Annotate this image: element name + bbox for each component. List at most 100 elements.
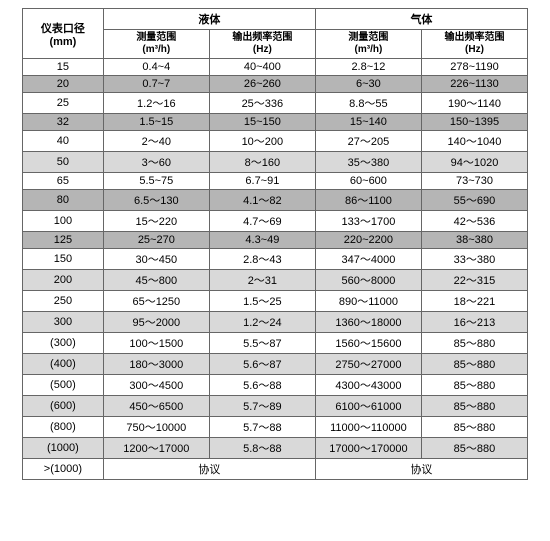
cell-liquid-freq: 4.1～82 [209,190,315,211]
cell-gas-meas: 11000～110000 [315,417,421,438]
header-meas-label: 测量范围 [136,32,176,43]
cell-liquid-meas: 3～60 [103,152,209,173]
footer-gas-note: 协议 [315,459,527,480]
footer-row: >(1000) 协议 协议 [23,459,528,480]
table-row: 10015～2204.7～69133～170042～536 [23,211,528,232]
cell-diameter: 15 [23,59,104,76]
cell-diameter: 100 [23,211,104,232]
cell-liquid-freq: 10～200 [209,131,315,152]
header-liquid-meas: 测量范围 (m³/h) [103,30,209,59]
cell-gas-meas: 6100～61000 [315,396,421,417]
cell-liquid-freq: 5.6～88 [209,375,315,396]
cell-gas-meas: 4300～43000 [315,375,421,396]
cell-diameter: 65 [23,173,104,190]
cell-liquid-freq: 1.2～24 [209,312,315,333]
cell-liquid-freq: 26~260 [209,76,315,93]
cell-gas-meas: 27～205 [315,131,421,152]
cell-liquid-freq: 4.7～69 [209,211,315,232]
cell-diameter: (600) [23,396,104,417]
cell-liquid-meas: 5.5~75 [103,173,209,190]
cell-diameter: (800) [23,417,104,438]
cell-diameter: 20 [23,76,104,93]
table-row: (500)300～45005.6～884300～4300085～880 [23,375,528,396]
cell-liquid-meas: 2～40 [103,131,209,152]
cell-diameter: (300) [23,333,104,354]
cell-diameter: 250 [23,291,104,312]
cell-liquid-meas: 25~270 [103,232,209,249]
cell-diameter: 80 [23,190,104,211]
cell-liquid-freq: 40~400 [209,59,315,76]
cell-liquid-freq: 6.7~91 [209,173,315,190]
cell-gas-meas: 35～380 [315,152,421,173]
cell-liquid-freq: 2～31 [209,270,315,291]
cell-diameter: 32 [23,114,104,131]
cell-gas-freq: 94～1020 [421,152,527,173]
cell-diameter: (1000) [23,438,104,459]
header-diameter-label: 仪表口径 [41,23,85,35]
cell-gas-freq: 38~380 [421,232,527,249]
header-freq-label-g: 输出频率范围 [444,32,504,43]
cell-liquid-meas: 30～450 [103,249,209,270]
cell-gas-freq: 55～690 [421,190,527,211]
cell-liquid-freq: 15~150 [209,114,315,131]
table-row: (400)180～30005.6～872750～2700085～880 [23,354,528,375]
cell-gas-meas: 347～4000 [315,249,421,270]
table-row: 20045～8002～31560～800022～315 [23,270,528,291]
cell-diameter: 300 [23,312,104,333]
cell-gas-freq: 140～1040 [421,131,527,152]
cell-liquid-meas: 750～10000 [103,417,209,438]
cell-gas-meas: 86～1100 [315,190,421,211]
header-freq-unit-g: (Hz) [465,44,484,55]
cell-liquid-meas: 100～1500 [103,333,209,354]
cell-gas-freq: 278~1190 [421,59,527,76]
table-row: 150.4~440~4002.8~12278~1190 [23,59,528,76]
cell-gas-freq: 33～380 [421,249,527,270]
cell-diameter: 200 [23,270,104,291]
cell-liquid-freq: 25～336 [209,93,315,114]
table-row: 251.2～1625～3368.8～55190～1140 [23,93,528,114]
header-diameter-unit: (mm) [49,36,76,48]
cell-liquid-meas: 450～6500 [103,396,209,417]
cell-diameter: 25 [23,93,104,114]
header-diameter: 仪表口径 (mm) [23,9,104,59]
table-row: 30095～20001.2～241360～1800016～213 [23,312,528,333]
cell-gas-freq: 85～880 [421,354,527,375]
header-liquid-group: 液体 [103,9,315,30]
cell-liquid-meas: 45～800 [103,270,209,291]
footer-diameter: >(1000) [23,459,104,480]
cell-liquid-meas: 1200～17000 [103,438,209,459]
table-row: (800)750～100005.7～8811000～11000085～880 [23,417,528,438]
cell-liquid-meas: 180～3000 [103,354,209,375]
cell-liquid-freq: 2.8～43 [209,249,315,270]
cell-gas-meas: 1560～15600 [315,333,421,354]
table-row: 12525~2704.3~49220~220038~380 [23,232,528,249]
header-gas-group: 气体 [315,9,527,30]
cell-gas-freq: 16～213 [421,312,527,333]
cell-diameter: 40 [23,131,104,152]
cell-gas-freq: 150~1395 [421,114,527,131]
table-row: (1000)1200～170005.8～8817000～17000085～880 [23,438,528,459]
cell-liquid-freq: 8～160 [209,152,315,173]
cell-gas-freq: 85～880 [421,396,527,417]
cell-gas-meas: 6~30 [315,76,421,93]
header-meas-unit: (m³/h) [142,44,170,55]
cell-gas-meas: 8.8～55 [315,93,421,114]
table-row: 402～4010～20027～205140～1040 [23,131,528,152]
cell-liquid-meas: 0.7~7 [103,76,209,93]
cell-diameter: 125 [23,232,104,249]
table-row: 321.5~1515~15015~140150~1395 [23,114,528,131]
cell-gas-meas: 17000～170000 [315,438,421,459]
cell-gas-meas: 15~140 [315,114,421,131]
cell-gas-meas: 560～8000 [315,270,421,291]
cell-liquid-freq: 5.7～88 [209,417,315,438]
table-row: (600)450～65005.7～896100～6100085～880 [23,396,528,417]
cell-gas-meas: 1360～18000 [315,312,421,333]
cell-diameter: 150 [23,249,104,270]
cell-diameter: (400) [23,354,104,375]
cell-gas-meas: 220~2200 [315,232,421,249]
cell-diameter: (500) [23,375,104,396]
table-row: 503～608～16035～38094～1020 [23,152,528,173]
cell-gas-freq: 85～880 [421,438,527,459]
cell-liquid-meas: 1.5~15 [103,114,209,131]
cell-gas-freq: 226~1130 [421,76,527,93]
